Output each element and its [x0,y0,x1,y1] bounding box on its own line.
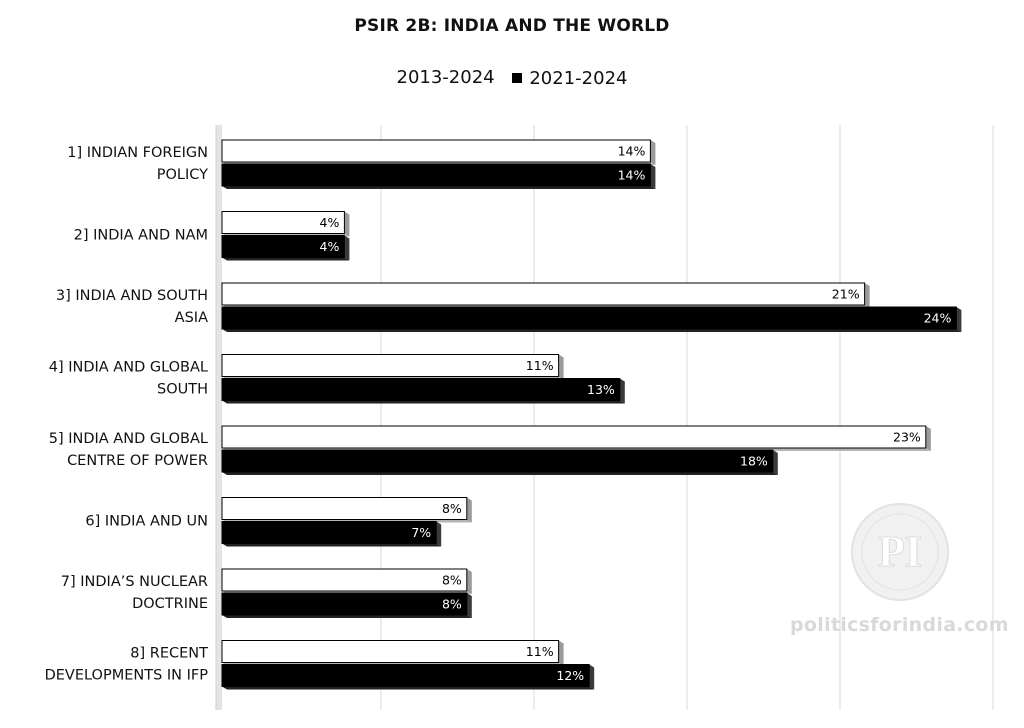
category-label: 7] INDIA’S NUCLEAR DOCTRINE [61,574,208,612]
bar-side [619,378,625,404]
legend: 2013-2024 2021-2024 [0,67,1024,89]
bar-side [344,211,350,237]
bar-data-label: 24% [924,311,952,326]
bar-side [650,164,656,189]
bar-series-2 [221,664,590,687]
bar-bottom [222,329,962,332]
legend-item-series-1: 2013-2024 [397,67,495,88]
bar-series-1 [221,282,866,306]
bar-series-2 [221,449,774,473]
bar-side [864,283,870,308]
bar-series-1 [221,568,468,592]
chart-title: PSIR 2B: INDIA AND THE WORLD [354,16,670,36]
bar-data-label: 4% [320,215,340,230]
bar-bottom [222,400,625,404]
bar-data-label: 8% [442,573,462,588]
bar-bottom [222,543,442,547]
bar-series-2 [221,521,437,544]
bar-data-label: 11% [526,644,554,659]
bar-series-1 [221,497,468,520]
category-label: 3] INDIA AND SOUTH ASIA [56,288,208,326]
bar-bottom [222,615,472,618]
watermark-logo-icon: PI [851,503,949,601]
svg-text:PI: PI [878,527,922,576]
legend-swatch-series-2 [512,73,523,83]
bar-data-label: 14% [618,144,646,159]
bar-data-label: 11% [526,358,554,373]
category-label: 8] RECENT DEVELOPMENTS IN IFP [45,646,209,684]
watermark-text: politicsforindia.com [790,614,1009,636]
bar-data-label: 4% [320,239,340,254]
bar-data-label: 18% [740,454,768,469]
category-label: 2] INDIA AND NAM [74,228,208,244]
bar-series-2 [221,592,468,616]
bar-series-2 [221,306,957,330]
bar-series-2 [221,378,621,401]
bar-side [772,450,778,475]
category-label: 6] INDIA AND UN [85,514,208,530]
legend-item-series-2: 2021-2024 [512,68,627,89]
bar-side [925,426,931,451]
bar-bottom [222,686,595,690]
bar-bottom [222,186,656,189]
bar-side [558,354,564,380]
bar-data-label: 7% [411,525,431,540]
bar-series-1 [221,211,345,234]
bar-side [956,307,962,332]
legend-label-series-1: 2013-2024 [396,67,495,88]
category-label: 1] INDIAN FOREIGN POLICY [67,145,208,183]
bar-side [589,664,595,690]
bar-side [466,497,472,523]
bar-bottom [222,257,350,261]
bar-side [558,640,564,666]
bar-data-label: 12% [556,668,584,683]
bar-data-label: 14% [618,168,646,183]
bar-data-label: 8% [442,597,462,612]
category-label: 5] INDIA AND GLOBAL CENTRE OF POWER [49,431,208,469]
bar-series-1 [221,139,651,163]
bar-data-label: 23% [893,430,921,445]
bar-side [344,235,350,261]
bar-side [466,593,472,618]
category-label: 4] INDIA AND GLOBAL SOUTH [49,360,208,398]
bar-series-1 [221,425,927,449]
bar-side [436,521,442,547]
axis-wall [216,125,222,710]
bar-data-label: 8% [442,501,462,516]
bar-series-1 [221,640,560,663]
bar-data-label: 21% [832,287,860,302]
legend-label-series-2: 2021-2024 [529,67,628,89]
bar-data-label: 13% [587,382,615,397]
bar-series-1 [221,354,560,377]
bar-series-2 [221,163,651,187]
bar-series-2 [221,235,345,258]
bar-side [650,140,656,165]
bar-side [466,569,472,594]
bar-bottom [222,472,778,475]
